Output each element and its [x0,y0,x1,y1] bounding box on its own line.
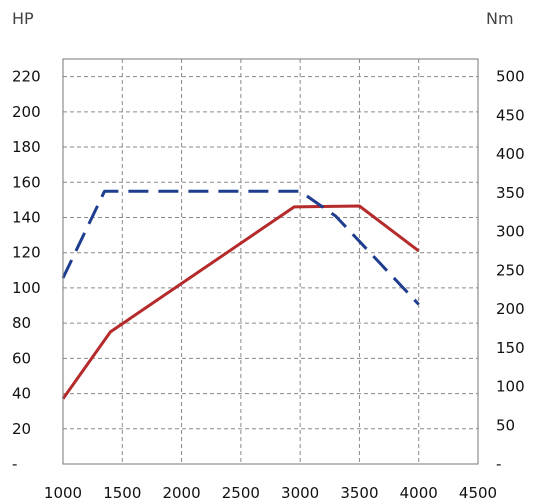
left-tick-label-10: 200 [12,103,41,121]
data-series [61,189,420,400]
right-tick-label-10: 500 [496,68,525,86]
left-tick-label-6: 120 [12,244,41,262]
right-axis-unit: Nm [486,9,514,28]
right-tick-label-7: 350 [496,184,525,202]
right-tick-label-6: 300 [496,223,525,241]
grid-lines [63,59,478,464]
x-tick-label-0: 1000 [44,484,82,502]
series-line-1-right-axis [61,189,420,306]
left-tick-label-7: 140 [12,208,41,226]
left-tick-label-11: 220 [12,68,41,86]
left-tick-label-4: 80 [12,314,31,332]
right-tick-label-0: - [496,455,501,473]
x-tick-label-5: 3500 [340,484,378,502]
x-tick-label-3: 2500 [222,484,260,502]
right-tick-label-5: 250 [496,261,525,279]
left-axis-ticks: - 20 40 60 80 100 120 140 160 180 200 220 [12,68,41,473]
right-tick-label-3: 150 [496,339,525,357]
x-tick-label-2: 2000 [162,484,200,502]
plot-frame [62,58,479,465]
right-tick-label-4: 200 [496,300,525,318]
x-tick-label-6: 4000 [400,484,438,502]
right-tick-label-2: 100 [496,378,525,396]
series-line-0-left-axis [61,204,420,400]
x-tick-label-1: 1500 [103,484,141,502]
x-axis-ticks: 1000 1500 2000 2500 3000 3500 4000 4500 [44,484,497,502]
right-tick-label-9: 450 [496,106,525,124]
left-tick-label-2: 40 [12,385,31,403]
x-tick-label-7: 4500 [459,484,497,502]
right-axis-ticks: - 50 100 150 200 250 300 350 400 450 500 [496,68,525,473]
left-tick-label-8: 160 [12,173,41,191]
left-axis-unit: HP [12,9,34,28]
x-tick-label-4: 3000 [281,484,319,502]
right-tick-label-8: 400 [496,145,525,163]
left-tick-label-3: 60 [12,349,31,367]
right-tick-label-1: 50 [496,416,515,434]
left-tick-label-5: 100 [12,279,41,297]
left-tick-label-1: 20 [12,420,31,438]
left-tick-label-0: - [12,455,17,473]
left-tick-label-9: 180 [12,138,41,156]
